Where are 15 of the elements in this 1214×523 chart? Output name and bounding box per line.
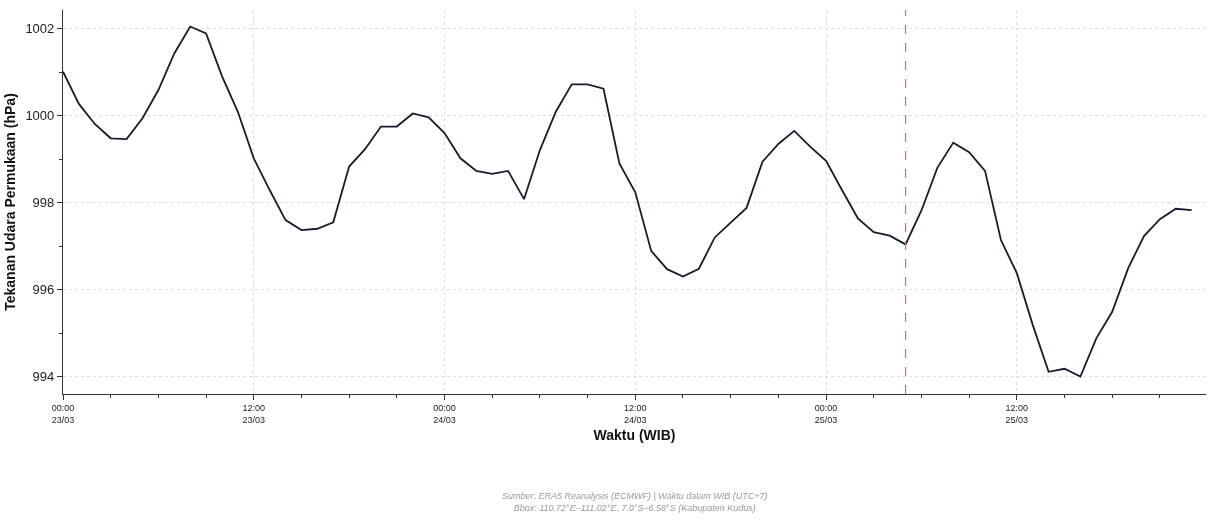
text: Sumber: ERA5 Reanalysis (ECMWF) | Waktu dalam WIB (UTC+7) Bbox: 110.72°E–111.02°E, 7.0°S–6.58°S (Kabupaten Kudus) — [502, 491, 768, 513]
x-tick-label: 00:00 25/03 — [814, 402, 838, 425]
x-tick-label: 00:00 24/03 — [433, 402, 456, 425]
y-axis-title: Tekanan Udara Permukaan (hPa) — [1, 93, 18, 311]
x-tick-label: 12:00 23/03 — [242, 402, 266, 425]
y-tick-label: 998 — [32, 195, 55, 211]
x-tick-label: 00:00 23/03 — [51, 402, 75, 425]
y-tick-label: 994 — [32, 369, 55, 385]
x-axis-title: Waktu (WIB) — [593, 426, 676, 443]
y-tick-label: 1002 — [25, 21, 55, 37]
y-tick-label: 996 — [32, 282, 55, 298]
y-tick-label: 1000 — [25, 108, 55, 124]
line-series — [63, 25, 1193, 378]
x-tick-label: 12:00 25/03 — [1005, 402, 1029, 425]
x-tick-label: 12:00 24/03 — [624, 402, 647, 425]
